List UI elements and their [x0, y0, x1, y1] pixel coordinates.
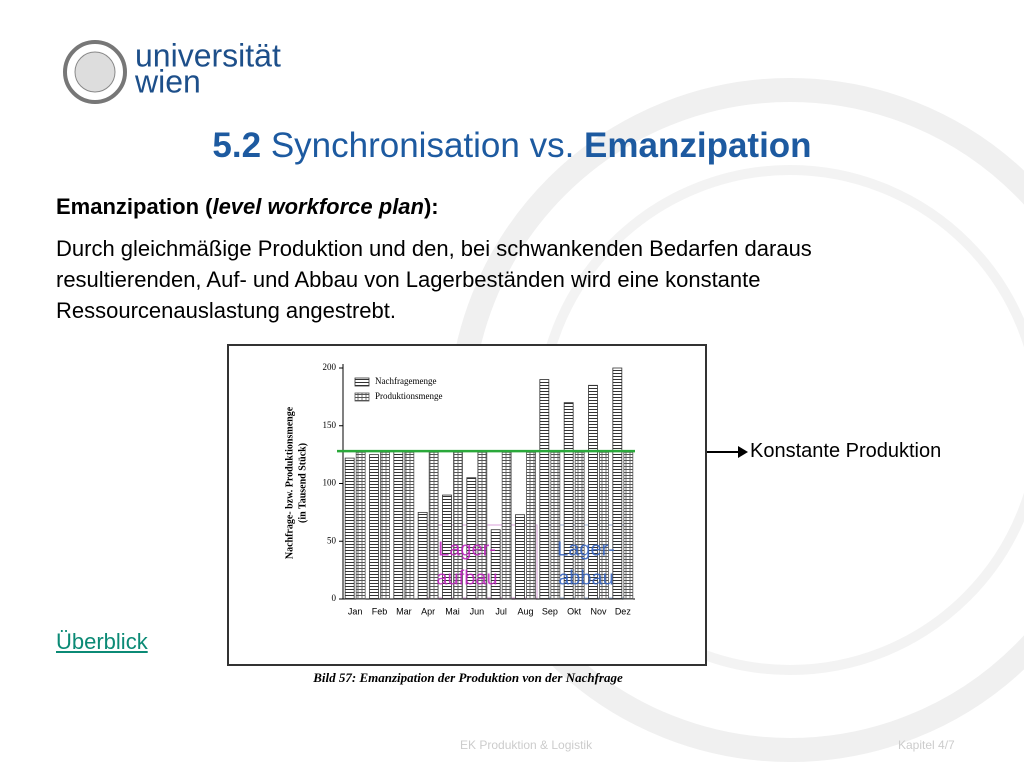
footer-course: EK Produktion & Logistik: [460, 738, 593, 752]
bar: [355, 451, 366, 600]
title-end: Emanzipation: [584, 126, 812, 165]
bar: [623, 451, 634, 600]
body-text: Durch gleichmäßige Produktion und den, b…: [56, 236, 812, 323]
y-tick-label: 0: [332, 593, 337, 603]
annotation: Lager-: [557, 538, 615, 560]
bar: [344, 457, 355, 600]
x-tick-label: Mai: [445, 606, 460, 616]
x-tick-label: Aug: [517, 606, 533, 616]
legend-swatch: [354, 392, 370, 402]
logo-seal-inner: [74, 51, 116, 93]
y-tick-label: 50: [327, 535, 337, 545]
slide-title: 5.2 Synchronisation vs. Emanzipation: [0, 126, 1024, 166]
logo-line1: universität: [135, 37, 281, 73]
bar: [442, 494, 452, 600]
bar: [501, 451, 512, 600]
bar: [466, 477, 477, 600]
annotation: Lager-: [438, 538, 496, 560]
legend-label: Produktionsmenge: [375, 391, 443, 401]
legend-swatch: [354, 377, 370, 387]
overview-link[interactable]: Überblick: [56, 629, 148, 654]
bar: [539, 379, 550, 600]
callout-text: Konstante Produktion: [750, 440, 942, 462]
x-tick-label: Jun: [470, 606, 485, 616]
annotation: aufbau: [436, 567, 497, 589]
x-tick-label: Sep: [542, 606, 558, 616]
bar: [417, 511, 428, 600]
bar: [563, 402, 574, 600]
bar: [369, 454, 379, 600]
title-middle: Synchronisation vs.: [270, 126, 575, 165]
bar: [515, 514, 525, 600]
chart-caption: Bild 57: Emanzipation der Produktion von…: [312, 670, 623, 685]
y-tick-label: 150: [323, 420, 337, 430]
bar: [380, 451, 390, 600]
x-tick-label: Jan: [348, 606, 363, 616]
x-tick-label: Feb: [372, 606, 388, 616]
y-tick-label: 100: [323, 478, 337, 488]
x-tick-label: Jul: [495, 606, 507, 616]
y-axis-label: Nachfrage- bzw. Produktionsmenge: [284, 406, 295, 559]
bar: [404, 451, 415, 600]
subheading: Emanzipation (level workforce plan):: [56, 194, 439, 220]
x-tick-label: Dez: [615, 606, 632, 616]
bar: [490, 529, 501, 600]
legend-label: Nachfragemenge: [375, 376, 436, 386]
x-tick-label: Mar: [396, 606, 412, 616]
x-tick-label: Apr: [421, 606, 435, 616]
sub-end: ):: [423, 194, 439, 219]
bar: [588, 384, 598, 600]
callout-arrowhead: [738, 446, 748, 458]
bar: [612, 367, 623, 600]
y-tick-label: 200: [323, 362, 337, 372]
bar: [526, 451, 536, 600]
bar: [393, 450, 404, 600]
x-tick-label: Okt: [567, 606, 582, 616]
title-number: 5.2: [212, 126, 262, 165]
x-tick-label: Nov: [590, 606, 607, 616]
sub-start: Emanzipation (: [56, 194, 213, 219]
sub-italic: level workforce plan: [212, 194, 424, 219]
annotation: abbau: [558, 567, 614, 589]
logo-line2: wien: [134, 63, 201, 99]
logo-seal: [63, 40, 127, 104]
footer-chapter: Kapitel 4/7: [898, 738, 955, 752]
y-axis-label: (in Tausend Stück): [297, 443, 308, 523]
